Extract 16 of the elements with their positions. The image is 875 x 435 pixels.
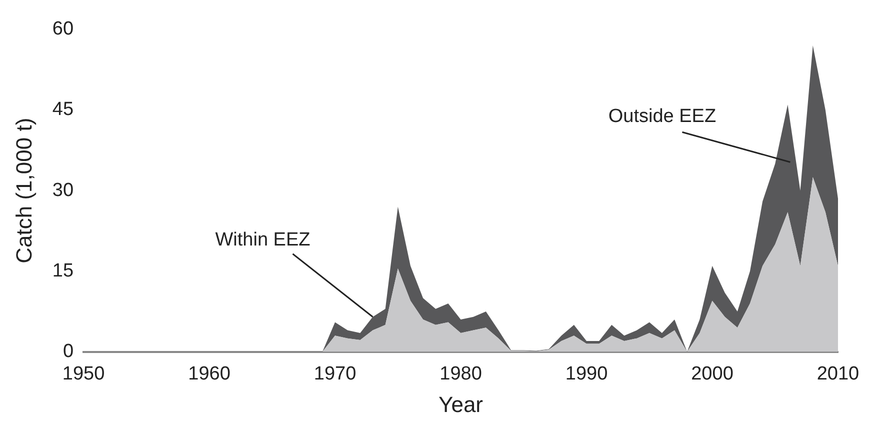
- x-tick-label: 1960: [188, 363, 230, 384]
- annotation: Outside EEZ: [608, 106, 716, 127]
- y-tick-label: 45: [52, 99, 74, 120]
- x-tick-label: 2010: [816, 363, 860, 384]
- y-axis-title: Catch (1,000 t): [11, 118, 36, 264]
- annotation: Within EEZ: [215, 230, 311, 251]
- x-tick-label: 1950: [62, 363, 105, 384]
- x-tick-label: 1970: [314, 363, 356, 384]
- x-tick-label: 2000: [691, 363, 734, 384]
- x-tick-label: 1990: [565, 363, 608, 384]
- y-tick-label: 0: [62, 341, 74, 362]
- x-tick-label: 1980: [440, 363, 482, 384]
- y-tick-label: 15: [52, 260, 74, 282]
- y-tick-label: 60: [52, 18, 74, 40]
- y-tick-label: 30: [52, 180, 74, 201]
- x-axis-title: Year: [438, 392, 483, 417]
